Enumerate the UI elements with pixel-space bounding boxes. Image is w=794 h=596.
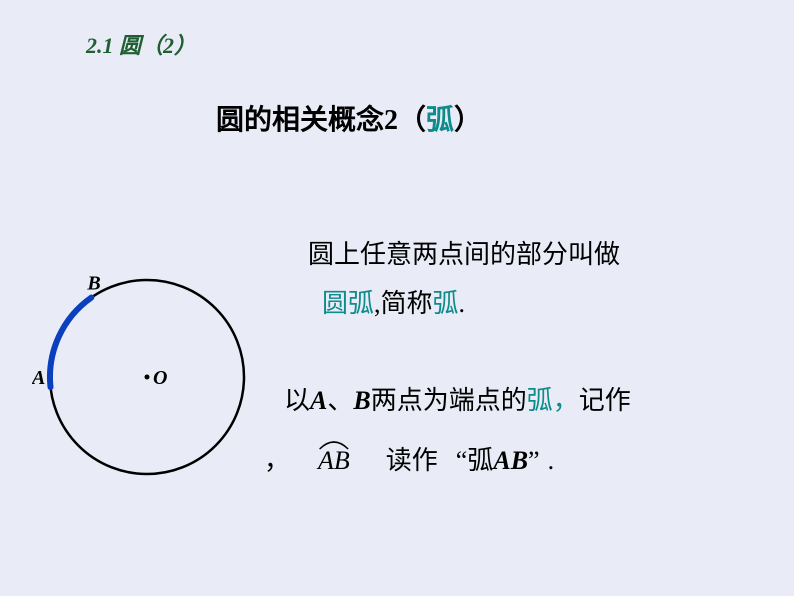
para1-line1: 圆上任意两点间的部分叫做 <box>308 230 768 279</box>
p2-hl: 弧， <box>527 386 579 415</box>
label-b: B <box>86 273 100 295</box>
p2-read-mid: 弧 <box>467 440 493 477</box>
heading-prefix: 圆的相关概念2（ <box>216 105 426 136</box>
p2-pre: 以 <box>284 386 310 415</box>
p2-quote-close: ” <box>528 446 540 476</box>
page-heading: 圆的相关概念2（弧） <box>216 98 482 138</box>
arc-notation: AB <box>318 446 350 476</box>
p2-B: B <box>353 386 370 415</box>
p2-period: . <box>548 446 555 476</box>
p2-comma: ， <box>264 440 290 477</box>
p2-read-AB: AB <box>493 446 528 476</box>
section-header: 2.1 圆（2） <box>86 28 196 60</box>
label-o: O <box>153 367 167 389</box>
para1-highlight-1: 圆弧 <box>322 289 374 318</box>
p2-sep1: 、 <box>327 386 353 415</box>
paragraph-2-line-2: ， AB 读作 “弧AB” . <box>264 440 784 477</box>
circle-diagram: A B O <box>32 262 262 492</box>
p2-read-pre: 读作 <box>386 440 438 477</box>
center-dot <box>145 375 150 380</box>
arc-cap-icon <box>318 437 350 451</box>
paragraph-2-line-1: 以A、B两点为端点的弧，记作 <box>284 380 784 417</box>
para1-highlight-2: 弧 <box>433 289 459 318</box>
p2-A: A <box>310 386 327 415</box>
paragraph-1: 圆上任意两点间的部分叫做 圆弧,简称弧. <box>308 230 768 329</box>
heading-highlight: 弧 <box>426 105 454 136</box>
p2-after-hl: 记作 <box>579 386 631 415</box>
arc-highlight <box>50 298 91 388</box>
para1-line2: 圆弧,简称弧. <box>308 279 768 328</box>
label-a: A <box>32 367 45 389</box>
para1-mid: ,简称 <box>374 289 433 318</box>
heading-suffix: ） <box>454 105 482 136</box>
p2-quote-open: “ <box>456 446 468 476</box>
p2-mid: 两点为端点的 <box>371 386 527 415</box>
para1-tail: . <box>459 289 466 318</box>
